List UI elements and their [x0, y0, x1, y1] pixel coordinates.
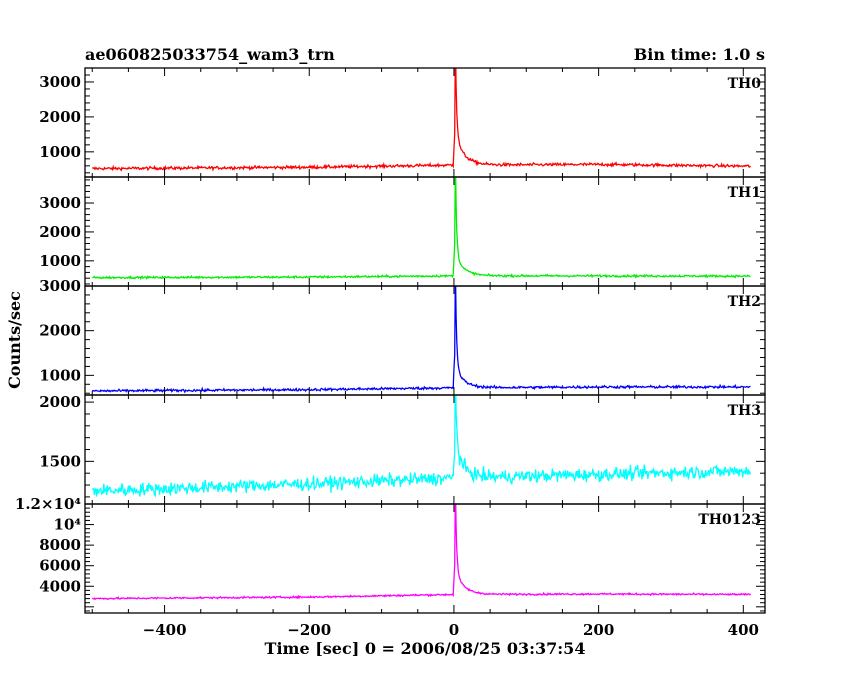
panel-label: TH2 — [728, 294, 761, 310]
bin-time-label: Bin time: 1.0 s — [634, 45, 765, 64]
y-tick-label: 1000 — [39, 143, 81, 161]
x-tick-label: 400 — [728, 621, 759, 639]
y-top-label: 1.2×10⁴ — [15, 495, 82, 513]
y-tick-label: 1000 — [39, 366, 81, 384]
series-th1 — [92, 177, 751, 281]
panel-frame — [84, 176, 766, 287]
y-tick-label: 1000 — [39, 252, 81, 270]
y-tick-label: 4000 — [39, 577, 81, 595]
x-tick-label: 0 — [449, 621, 459, 639]
x-tick-label: −200 — [287, 621, 331, 639]
panel-frame — [84, 503, 766, 614]
panel-th1: 1000 2000 3000 TH1 — [39, 176, 766, 287]
y-tick-label: 3000 — [39, 73, 81, 91]
y-tick-label: 2000 — [39, 108, 81, 126]
series-th0123 — [92, 504, 752, 601]
panel-th3: 1500 2000 TH3 — [39, 393, 766, 505]
series-th2 — [92, 286, 751, 394]
x-tick-label: 200 — [583, 621, 614, 639]
y-tick-label: 2000 — [39, 393, 81, 411]
series-th3 — [91, 395, 752, 498]
panel-label: TH1 — [728, 185, 761, 201]
y-tick-label: 2000 — [39, 223, 81, 241]
series-th0 — [92, 68, 751, 172]
y-tick-label: 3000 — [39, 277, 81, 295]
y-tick-label: 6000 — [39, 557, 81, 575]
panel-frame — [84, 285, 766, 396]
panel-frame — [84, 394, 766, 505]
panel-th2: 1000 2000 3000 TH2 — [39, 277, 766, 396]
panel-label: TH0 — [728, 76, 762, 92]
y-tick-label: 3000 — [39, 194, 81, 212]
panel-label: TH3 — [728, 403, 761, 419]
panel-label: TH0123 — [698, 512, 761, 528]
chart-title: ae060825033754_wam3_trn — [85, 45, 335, 64]
y-tick-label: 8000 — [39, 536, 81, 554]
panel-th0123: 4000 6000 8000 10⁴ 1.2×10⁴ TH0123 — [15, 495, 766, 614]
panel-frame — [84, 67, 766, 178]
y-tick-label: 10⁴ — [54, 516, 82, 534]
x-axis-label: Time [sec] 0 = 2006/08/25 03:37:54 — [265, 639, 586, 658]
y-tick-label: 1500 — [39, 452, 81, 470]
y-tick-label: 2000 — [39, 322, 81, 340]
y-axis-label: Counts/sec — [5, 291, 24, 389]
x-tick-label: −400 — [143, 621, 187, 639]
